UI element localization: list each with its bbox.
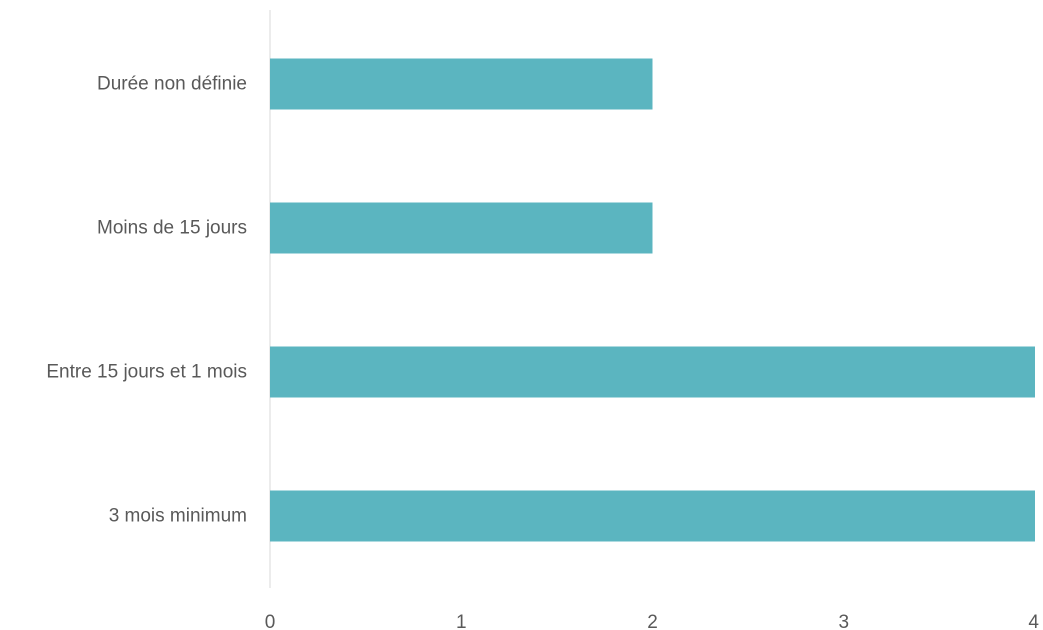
- bar-2: [270, 346, 1035, 398]
- x-tick-label-1: 1: [456, 612, 467, 630]
- category-label-0: Durée non définie: [97, 74, 247, 95]
- x-tick-labels: 0 1 2 3 4: [265, 612, 1040, 630]
- bar-1: [270, 202, 653, 254]
- category-label-3: 3 mois minimum: [109, 506, 247, 527]
- x-tick-label-0: 0: [265, 612, 276, 630]
- category-label-2: Entre 15 jours et 1 mois: [46, 362, 247, 383]
- bar-0: [270, 58, 653, 110]
- bars-group: [270, 58, 1035, 542]
- x-tick-label-4: 4: [1028, 612, 1039, 630]
- category-labels: Durée non définie Moins de 15 jours Entre …: [46, 74, 247, 527]
- category-label-1: Moins de 15 jours: [97, 218, 247, 239]
- bar-3: [270, 490, 1035, 542]
- x-tick-label-3: 3: [838, 612, 849, 630]
- x-tick-label-2: 2: [647, 612, 658, 630]
